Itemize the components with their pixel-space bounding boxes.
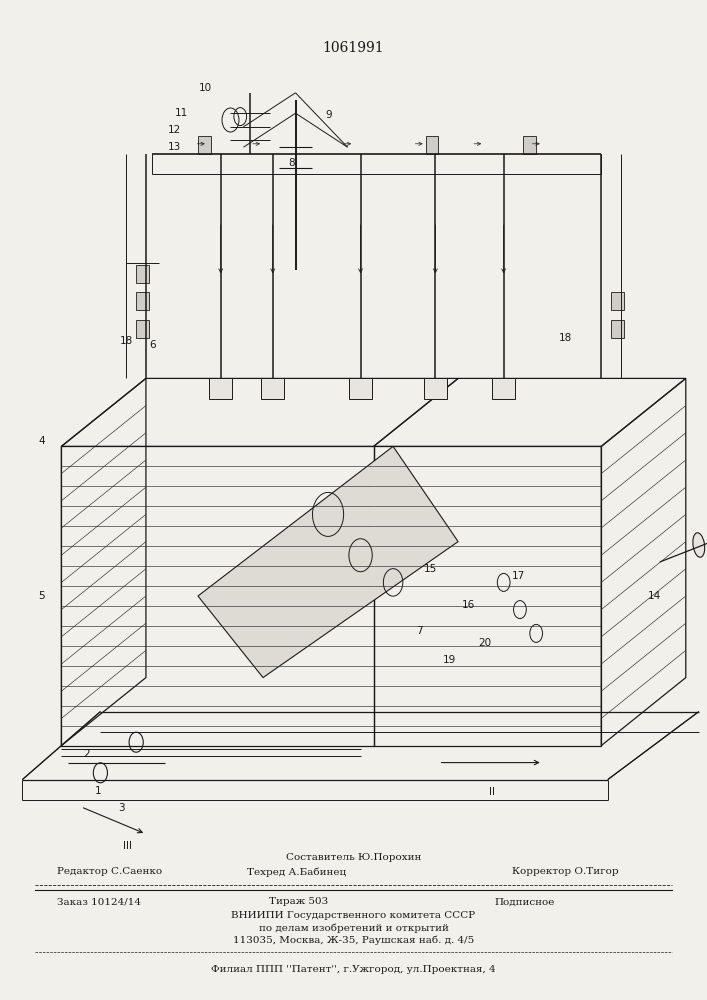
Text: Тираж 503: Тираж 503 — [269, 898, 328, 906]
Text: 18: 18 — [559, 333, 572, 343]
Text: 11: 11 — [175, 108, 188, 118]
Bar — [198, 136, 211, 154]
Text: 14: 14 — [648, 591, 661, 601]
Text: 13: 13 — [168, 142, 182, 152]
Text: 16: 16 — [462, 600, 475, 610]
Bar — [611, 292, 624, 310]
Text: Редактор С.Саенко: Редактор С.Саенко — [57, 867, 162, 876]
Text: 15: 15 — [423, 564, 437, 574]
Text: 18: 18 — [120, 336, 133, 346]
Text: 10: 10 — [199, 83, 212, 93]
Ellipse shape — [693, 533, 705, 557]
Bar — [426, 136, 438, 154]
Text: 19: 19 — [443, 655, 457, 665]
Text: 4: 4 — [38, 436, 45, 446]
Text: 5: 5 — [38, 591, 45, 601]
Text: 12: 12 — [168, 125, 182, 135]
Text: 6: 6 — [149, 340, 156, 350]
Text: 1: 1 — [95, 786, 102, 796]
Bar — [261, 378, 284, 399]
Bar — [136, 320, 149, 338]
Bar — [136, 265, 149, 283]
Text: 7: 7 — [416, 626, 423, 636]
Text: 3: 3 — [118, 803, 124, 813]
Text: Подписное: Подписное — [495, 898, 555, 906]
Text: 113035, Москва, Ж-35, Раушская наб. д. 4/5: 113035, Москва, Ж-35, Раушская наб. д. 4… — [233, 935, 474, 945]
Bar — [492, 378, 515, 399]
Bar — [209, 378, 233, 399]
Text: 17: 17 — [512, 571, 525, 581]
Bar — [523, 136, 536, 154]
Text: ВНИИПИ Государственного комитета СССР: ВНИИПИ Государственного комитета СССР — [231, 912, 476, 920]
Text: 20: 20 — [479, 638, 491, 648]
Text: 9: 9 — [325, 110, 332, 120]
Bar — [136, 292, 149, 310]
Bar — [349, 378, 373, 399]
Polygon shape — [198, 446, 458, 678]
Text: II: II — [489, 787, 495, 797]
Bar — [423, 378, 447, 399]
Text: по делам изобретений и открытий: по делам изобретений и открытий — [259, 923, 448, 933]
Text: III: III — [123, 841, 132, 851]
Text: 2: 2 — [83, 749, 90, 759]
Text: Филиал ППП ''Патент'', г.Ужгород, ул.Проектная, 4: Филиал ППП ''Патент'', г.Ужгород, ул.Про… — [211, 966, 496, 974]
Bar — [611, 320, 624, 338]
Text: 8: 8 — [288, 158, 295, 168]
Text: Техред А.Бабинец: Техред А.Бабинец — [247, 867, 346, 877]
Text: 1061991: 1061991 — [322, 41, 385, 55]
Text: Составитель Ю.Порохин: Составитель Ю.Порохин — [286, 854, 421, 862]
Text: Заказ 10124/14: Заказ 10124/14 — [57, 898, 141, 906]
Text: Корректор О.Тигор: Корректор О.Тигор — [513, 867, 619, 876]
